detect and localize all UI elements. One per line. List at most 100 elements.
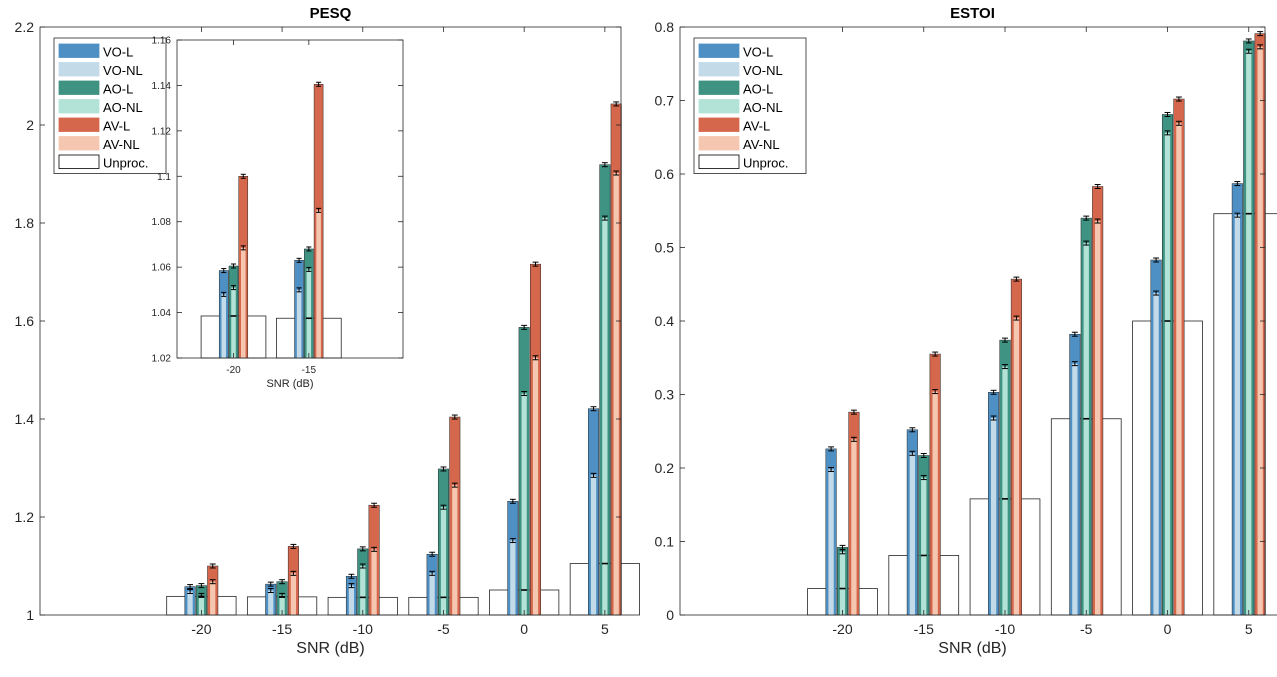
errorbar-vo-l (590, 406, 597, 412)
errorbar-vo-l (187, 584, 193, 590)
bar-group-0 (1132, 96, 1203, 616)
bar-ao-nl (1164, 132, 1171, 615)
bar-vo-nl (1234, 215, 1240, 615)
legend-item-vo-l: VO-L (58, 43, 133, 60)
legend-swatch (698, 99, 740, 114)
bar-ao-nl (521, 393, 527, 615)
y-tick-label: 0.7 (655, 92, 675, 108)
errorbar-vo-l (909, 427, 916, 433)
x-tick-label: -5 (1080, 621, 1093, 637)
errorbar-vo-l (429, 551, 436, 557)
bar-vo-nl (1072, 363, 1078, 615)
bar-av-nl (316, 210, 321, 358)
errorbar-ao-l (306, 246, 312, 252)
legend-swatch (698, 62, 740, 77)
errorbar-av-nl (532, 355, 539, 361)
errorbar-ao-l (440, 466, 447, 472)
bar-group--20 (807, 409, 878, 616)
x-axis-label: SNR (dB) (266, 378, 313, 390)
legend-item-ao-nl: AO-NL (58, 99, 143, 115)
bar-ao-nl (1002, 366, 1008, 615)
y-tick-label: 1.04 (152, 308, 172, 319)
errorbar-av-nl (240, 245, 246, 251)
bar-av-nl (1176, 123, 1182, 615)
errorbar-ao-l (279, 579, 286, 585)
errorbar-vo-l (1234, 181, 1241, 187)
legend-item-av-l: AV-L (58, 117, 130, 134)
y-tick-label: 1 (26, 607, 34, 623)
errorbar-av-l (451, 414, 458, 420)
errorbar-vo-nl (267, 588, 274, 593)
legend-label: Unproc. (743, 156, 789, 171)
bar-av-nl (1095, 221, 1101, 616)
bar-vo-nl (828, 469, 834, 615)
errorbar-av-nl (451, 482, 458, 488)
errorbar-vo-nl (828, 466, 835, 472)
errorbar-av-nl (932, 389, 939, 395)
errorbar-vo-nl (590, 472, 597, 478)
legend-swatch (58, 136, 100, 151)
x-tick-label: 0 (1164, 621, 1172, 637)
bar-av-nl (532, 357, 539, 615)
legend-item-vo-nl: VO-NL (58, 62, 143, 78)
x-axis-label: SNR (dB) (938, 640, 1006, 657)
y-tick-label: 1.8 (15, 215, 35, 231)
bar-ao-nl (602, 218, 608, 615)
errorbar-vo-nl (1071, 361, 1078, 367)
legend-label: AO-NL (743, 100, 783, 115)
errorbar-ao-nl (1164, 130, 1171, 136)
bar-av-nl (613, 173, 619, 615)
errorbar-av-nl (613, 170, 620, 176)
y-tick-label: 1.12 (152, 126, 172, 137)
errorbar-ao-l (601, 162, 608, 168)
bar-ao-nl (198, 595, 205, 615)
legend-label: VO-L (743, 45, 773, 60)
errorbar-vo-l (828, 446, 835, 452)
x-tick-label: 0 (520, 621, 528, 637)
y-tick-label: 0.8 (655, 19, 675, 35)
y-tick-label: 0.2 (655, 460, 675, 476)
bar-ao-nl (921, 477, 927, 615)
legend-item-ao-nl: AO-NL (698, 99, 783, 115)
plot-area (177, 40, 403, 358)
bar-vo-nl (296, 289, 302, 358)
errorbar-ao-nl (306, 266, 312, 272)
chart-title: PESQ (310, 5, 352, 22)
errorbar-av-l (850, 409, 857, 415)
errorbar-vo-nl (348, 583, 355, 589)
y-tick-label: 1.02 (152, 354, 172, 365)
legend-item-ao-l: AO-L (698, 80, 773, 97)
legend-swatch (698, 117, 740, 132)
axes-pesq-inset: 1.02 1.04 1.06 1.08 1.1 1.12 1.14 1.16 -20 -15 SNR… (152, 36, 404, 390)
legend-item-vo-nl: VO-NL (698, 62, 783, 78)
bar-vo-nl (268, 590, 274, 615)
errorbar-ao-nl (601, 215, 608, 221)
bar-vo-nl (1153, 293, 1159, 615)
legend-item-unproc: Unproc. (58, 154, 149, 171)
errorbar-ao-l (1002, 337, 1008, 343)
errorbar-av-l (240, 173, 246, 179)
x-tick-label: 5 (601, 621, 609, 637)
errorbar-av-nl (850, 436, 857, 442)
bar-group--20 (200, 173, 267, 359)
errorbar-av-l (932, 351, 939, 357)
legend-item-ao-l: AO-L (58, 80, 133, 97)
bar-ao-nl (440, 507, 447, 615)
errorbar-av-l (1013, 276, 1020, 282)
errorbar-ao-l (230, 263, 237, 269)
bar-vo-nl (990, 418, 997, 615)
legend-label: AO-NL (103, 100, 143, 115)
bar-group--5 (408, 414, 479, 616)
bar-av-nl (452, 485, 458, 615)
y-tick-label: 2 (26, 117, 34, 133)
errorbar-vo-nl (909, 450, 916, 456)
y-tick-label: 0.3 (655, 386, 675, 402)
errorbar-vo-l (267, 581, 274, 587)
errorbar-vo-nl (1153, 290, 1160, 296)
y-tick-label: 1.2 (15, 509, 35, 525)
bar-ao-nl (360, 566, 366, 615)
y-tick-label: 0 (666, 607, 674, 623)
bar-group--15 (888, 351, 960, 616)
